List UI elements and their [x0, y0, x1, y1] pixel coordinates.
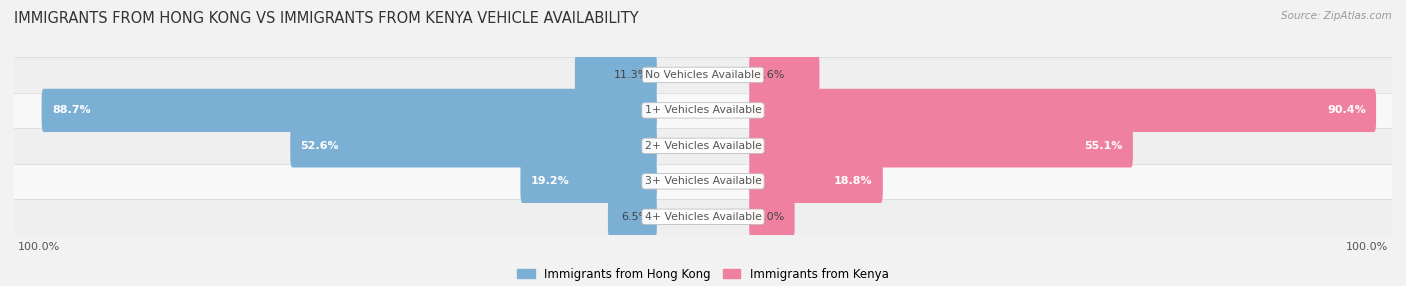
Text: 11.3%: 11.3%	[614, 70, 650, 80]
Legend: Immigrants from Hong Kong, Immigrants from Kenya: Immigrants from Hong Kong, Immigrants fr…	[512, 263, 894, 285]
Bar	[14, 199, 1392, 235]
Bar	[14, 164, 1392, 199]
Text: Source: ZipAtlas.com: Source: ZipAtlas.com	[1281, 11, 1392, 21]
Bar	[14, 57, 1392, 93]
Text: No Vehicles Available: No Vehicles Available	[645, 70, 761, 80]
FancyBboxPatch shape	[575, 53, 657, 97]
Text: 1+ Vehicles Available: 1+ Vehicles Available	[644, 106, 762, 115]
Text: 100.0%: 100.0%	[17, 242, 59, 252]
Text: 18.8%: 18.8%	[834, 176, 873, 186]
Text: 55.1%: 55.1%	[1084, 141, 1122, 151]
Text: 6.5%: 6.5%	[621, 212, 650, 222]
FancyBboxPatch shape	[520, 160, 657, 203]
FancyBboxPatch shape	[607, 195, 657, 239]
Text: 6.0%: 6.0%	[756, 212, 785, 222]
FancyBboxPatch shape	[290, 124, 657, 168]
Bar	[14, 93, 1392, 128]
Text: 90.4%: 90.4%	[1327, 106, 1365, 115]
Text: 52.6%: 52.6%	[301, 141, 339, 151]
FancyBboxPatch shape	[749, 124, 1133, 168]
Text: 100.0%: 100.0%	[1347, 242, 1389, 252]
FancyBboxPatch shape	[749, 160, 883, 203]
FancyBboxPatch shape	[749, 195, 794, 239]
Text: 2+ Vehicles Available: 2+ Vehicles Available	[644, 141, 762, 151]
FancyBboxPatch shape	[42, 89, 657, 132]
Text: 3+ Vehicles Available: 3+ Vehicles Available	[644, 176, 762, 186]
Text: 19.2%: 19.2%	[531, 176, 569, 186]
FancyBboxPatch shape	[749, 89, 1376, 132]
Text: 88.7%: 88.7%	[52, 106, 90, 115]
Bar	[14, 128, 1392, 164]
Text: IMMIGRANTS FROM HONG KONG VS IMMIGRANTS FROM KENYA VEHICLE AVAILABILITY: IMMIGRANTS FROM HONG KONG VS IMMIGRANTS …	[14, 11, 638, 26]
Text: 9.6%: 9.6%	[756, 70, 785, 80]
FancyBboxPatch shape	[749, 53, 820, 97]
Text: 4+ Vehicles Available: 4+ Vehicles Available	[644, 212, 762, 222]
